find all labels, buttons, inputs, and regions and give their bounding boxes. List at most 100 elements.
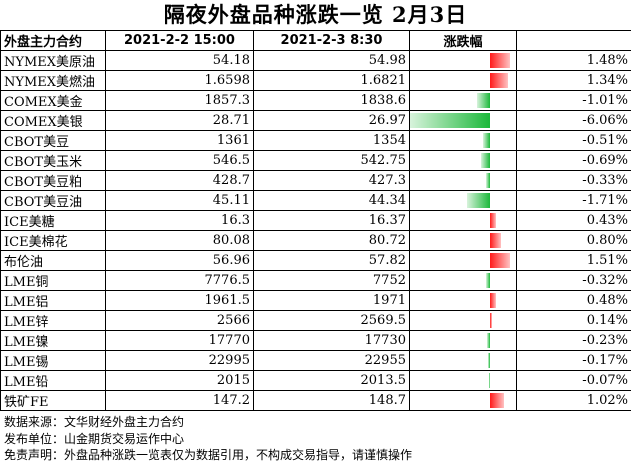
- table-row: 布伦油 56.96 57.82 1.51%: [0, 250, 631, 271]
- contract-name: LME铜: [0, 270, 106, 291]
- contract-name: ICE美棉花: [0, 230, 106, 251]
- table-row: NYMEX美原油 54.18 54.98 1.48%: [0, 50, 631, 71]
- table-row: 铁矿FE 147.2 148.7 1.02%: [0, 390, 631, 411]
- contract-name: LME镍: [0, 330, 106, 351]
- change-percent: 0.43%: [516, 210, 631, 231]
- prev-price: 7776.5: [105, 270, 254, 291]
- table-row: LME铅 2015 2013.5 -0.07%: [0, 370, 631, 391]
- prev-price: 2015: [105, 370, 254, 391]
- page-title: 隔夜外盘品种涨跌一览 2月3日: [163, 2, 468, 27]
- table-row: NYMEX美燃油 1.6598 1.6821 1.34%: [0, 70, 631, 91]
- change-bar-cell: [409, 250, 517, 271]
- curr-price: 1838.6: [253, 90, 410, 111]
- futures-table: 外盘主力合约 2021-2-2 15:00 2021-2-3 8:30 涨跌幅 …: [0, 30, 631, 411]
- bar-down: [467, 193, 490, 208]
- note-source: 数据来源：文华财经外盘主力合约: [4, 415, 185, 429]
- curr-price: 16.37: [253, 210, 410, 231]
- change-bar-cell: [409, 390, 517, 411]
- table-row: LME锡 22995 22955 -0.17%: [0, 350, 631, 371]
- prev-price: 16.3: [105, 210, 254, 231]
- bar-down: [487, 353, 490, 368]
- table-row: CBOT美豆粕 428.7 427.3 -0.33%: [0, 170, 631, 191]
- prev-price: 1857.3: [105, 90, 254, 111]
- contract-name: 铁矿FE: [0, 390, 106, 411]
- contract-name: 布伦油: [0, 250, 106, 271]
- contract-name: COMEX美金: [0, 90, 106, 111]
- prev-price: 1361: [105, 130, 254, 151]
- prev-price: 45.11: [105, 190, 254, 211]
- contract-name: LME铅: [0, 370, 106, 391]
- table-row: LME锌 2566 2569.5 0.14%: [0, 310, 631, 331]
- header-blank: [516, 30, 631, 51]
- bar-up: [490, 293, 497, 308]
- change-bar-cell: [409, 350, 517, 371]
- change-percent: -1.01%: [516, 90, 631, 111]
- note-disclaimer: 免责声明：外盘品种涨跌一览表仅为数据引用，不构成交易指导，请谨慎操作: [4, 448, 413, 462]
- change-bar-cell: [409, 310, 517, 331]
- bar-down: [483, 133, 490, 148]
- change-bar-cell: [409, 230, 517, 251]
- change-percent: 0.14%: [516, 310, 631, 331]
- bar-up: [490, 73, 508, 88]
- table-row: CBOT美豆 1361 1354 -0.51%: [0, 130, 631, 151]
- change-bar-cell: [409, 290, 517, 311]
- change-percent: -0.32%: [516, 270, 631, 291]
- table-row: LME镍 17770 17730 -0.23%: [0, 330, 631, 351]
- prev-price: 54.18: [105, 50, 254, 71]
- header-contract: 外盘主力合约: [0, 30, 106, 51]
- table-row: ICE美糖 16.3 16.37 0.43%: [0, 210, 631, 231]
- change-bar-cell: [409, 50, 517, 71]
- bar-down: [485, 273, 490, 288]
- change-percent: 0.48%: [516, 290, 631, 311]
- bar-up: [490, 393, 504, 408]
- bar-up: [490, 213, 496, 228]
- note-publisher: 发布单位：山金期货交易运作中心: [4, 431, 185, 446]
- contract-name: LME锌: [0, 310, 106, 331]
- change-bar-cell: [409, 130, 517, 151]
- table-row: ICE美棉花 80.08 80.72 0.80%: [0, 230, 631, 251]
- curr-price: 2569.5: [253, 310, 410, 331]
- contract-name: CBOT美玉米: [0, 150, 106, 171]
- bar-up: [490, 53, 510, 68]
- bar-down: [476, 93, 490, 108]
- prev-price: 428.7: [105, 170, 254, 191]
- curr-price: 148.7: [253, 390, 410, 411]
- footnotes: 数据来源：文华财经外盘主力合约 发布单位：山金期货交易运作中心 免责声明：外盘品…: [4, 414, 412, 464]
- curr-price: 44.34: [253, 190, 410, 211]
- prev-price: 1.6598: [105, 70, 254, 91]
- table-row: LME铝 1961.5 1971 0.48%: [0, 290, 631, 311]
- change-bar-cell: [409, 330, 517, 351]
- change-bar-cell: [409, 90, 517, 111]
- header-curr-time: 2021-2-3 8:30: [253, 30, 410, 51]
- bar-down: [486, 333, 490, 348]
- prev-price: 1961.5: [105, 290, 254, 311]
- curr-price: 22955: [253, 350, 410, 371]
- curr-price: 26.97: [253, 110, 410, 131]
- curr-price: 1971: [253, 290, 410, 311]
- change-bar-cell: [409, 150, 517, 171]
- curr-price: 1.6821: [253, 70, 410, 91]
- prev-price: 56.96: [105, 250, 254, 271]
- change-percent: -1.71%: [516, 190, 631, 211]
- contract-name: CBOT美豆: [0, 130, 106, 151]
- change-percent: 1.51%: [516, 250, 631, 271]
- curr-price: 57.82: [253, 250, 410, 271]
- table-row: CBOT美玉米 546.5 542.75 -0.69%: [0, 150, 631, 171]
- curr-price: 54.98: [253, 50, 410, 71]
- table-row: COMEX美银 28.71 26.97 -6.06%: [0, 110, 631, 131]
- change-bar-cell: [409, 110, 517, 131]
- change-bar-cell: [409, 190, 517, 211]
- prev-price: 22995: [105, 350, 254, 371]
- contract-name: LME锡: [0, 350, 106, 371]
- change-percent: -0.17%: [516, 350, 631, 371]
- prev-price: 17770: [105, 330, 254, 351]
- change-bar-cell: [409, 210, 517, 231]
- bar-up: [490, 253, 511, 268]
- contract-name: CBOT美豆粕: [0, 170, 106, 191]
- change-percent: -0.51%: [516, 130, 631, 151]
- curr-price: 80.72: [253, 230, 410, 251]
- prev-price: 147.2: [105, 390, 254, 411]
- curr-price: 1354: [253, 130, 410, 151]
- header-row: 外盘主力合约 2021-2-2 15:00 2021-2-3 8:30 涨跌幅: [0, 30, 631, 51]
- bar-down: [485, 173, 490, 188]
